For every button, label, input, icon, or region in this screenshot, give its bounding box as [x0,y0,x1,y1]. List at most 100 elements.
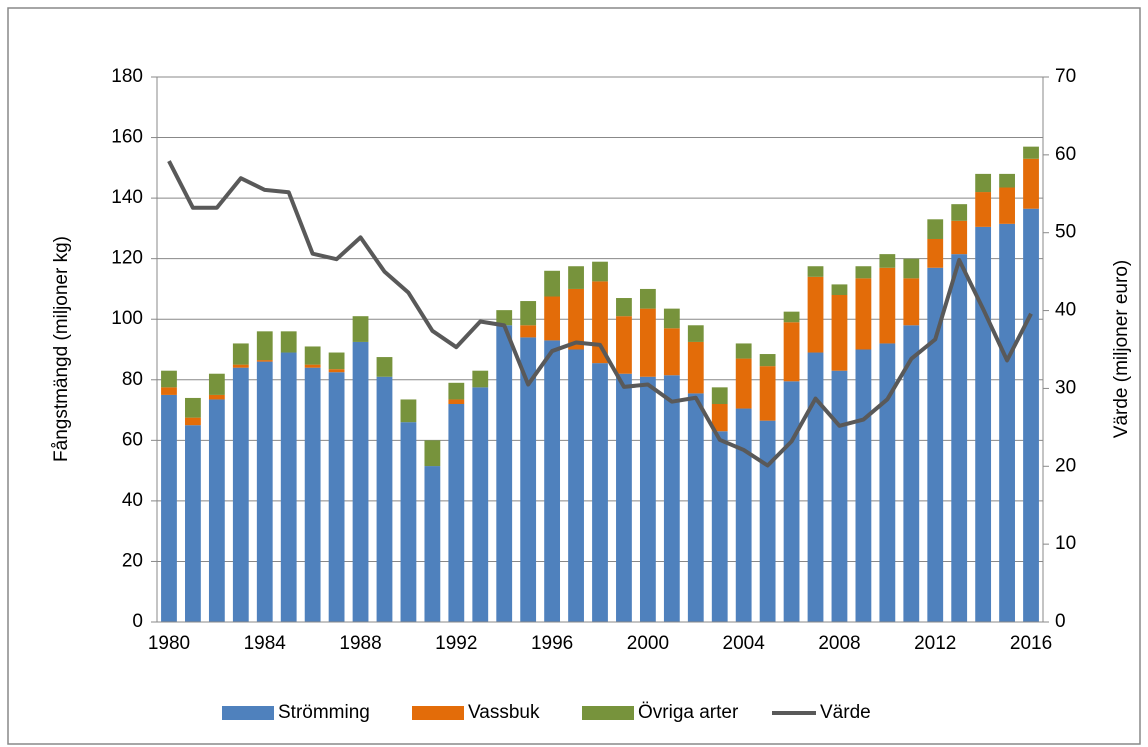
legend-swatch [412,706,464,720]
bar [232,367,249,622]
y-tick-label: 120 [111,248,143,269]
bar [807,266,824,277]
y-tick-label: 40 [122,490,143,511]
bar [304,346,321,365]
bar [927,267,944,622]
bar [831,284,848,295]
bar [544,270,561,297]
y2-tick-label: 70 [1055,66,1076,87]
bar [520,337,537,622]
bar [951,220,968,255]
bar [1023,208,1039,623]
y2-axis-title: Värde (miljoner euro) [1111,260,1132,438]
legend-label: Värde [820,702,871,723]
bar [855,349,872,622]
bar [256,361,273,622]
bar [208,399,225,622]
bar [592,261,608,282]
y-tick-label: 0 [132,611,143,632]
bar [687,341,704,394]
x-tick-label: 1984 [244,633,287,654]
bar [783,322,800,382]
bar [472,387,489,622]
bar [855,266,872,279]
bar [735,408,752,622]
bar [975,226,992,622]
bar [496,310,513,326]
x-tick-label: 2000 [627,633,669,654]
bar [951,204,968,221]
bar [807,352,824,622]
bar [304,364,321,368]
bar [328,352,345,370]
bar [448,404,465,622]
bar [568,266,584,289]
bar [161,394,177,622]
bar [280,352,297,622]
bar [903,325,920,622]
bar [208,394,225,400]
x-tick-label: 2008 [818,633,860,654]
bar [999,223,1015,622]
bar [568,288,584,350]
bar [304,367,321,622]
bar [951,254,968,622]
bar [520,325,537,338]
legend-label: Strömming [278,702,370,723]
bar [616,373,632,622]
bar [161,387,177,395]
legend-swatch [582,706,634,720]
bar [711,431,728,622]
bar [927,219,944,239]
bar [208,373,225,395]
line [167,160,1033,468]
bar [185,397,201,418]
bar [663,328,680,376]
bar [783,311,800,323]
bar [1023,158,1039,209]
bar [161,370,177,388]
x-tick-label: 2016 [1010,633,1052,654]
legend-label: Vassbuk [468,702,540,723]
y-tick-label: 140 [111,187,143,208]
bar [185,417,201,426]
y2-tick-label: 40 [1055,300,1076,321]
bar [759,354,776,367]
bar [400,422,417,622]
bar [568,349,584,622]
bar [400,399,417,423]
bar [232,343,249,365]
bar [616,298,632,317]
legend-swatch [222,706,274,720]
y2-tick-label: 10 [1055,533,1076,554]
bar [663,308,680,329]
bar [855,278,872,350]
bar [256,360,273,362]
x-tick-label: 2004 [723,633,766,654]
bar [759,366,776,421]
bar [376,357,393,377]
bar [639,308,656,377]
bar [687,325,704,342]
bar [592,363,608,622]
bar [711,387,728,404]
y-tick-label: 180 [111,66,143,87]
y2-tick-label: 20 [1055,455,1076,476]
bar [424,466,441,622]
bar [975,173,992,193]
y2-tick-label: 60 [1055,144,1076,165]
bar [185,425,201,622]
x-tick-label: 1988 [339,633,381,654]
bar [639,376,656,622]
y-axis-title: Fångstmängd (miljoner kg) [51,236,72,462]
bar [1023,146,1039,159]
bar [448,399,465,404]
bar [448,382,465,400]
bar [280,331,297,353]
bar [544,340,561,622]
bar [735,343,752,359]
y2-tick-label: 0 [1055,611,1066,632]
x-tick-label: 1980 [148,633,190,654]
bar [256,331,273,361]
